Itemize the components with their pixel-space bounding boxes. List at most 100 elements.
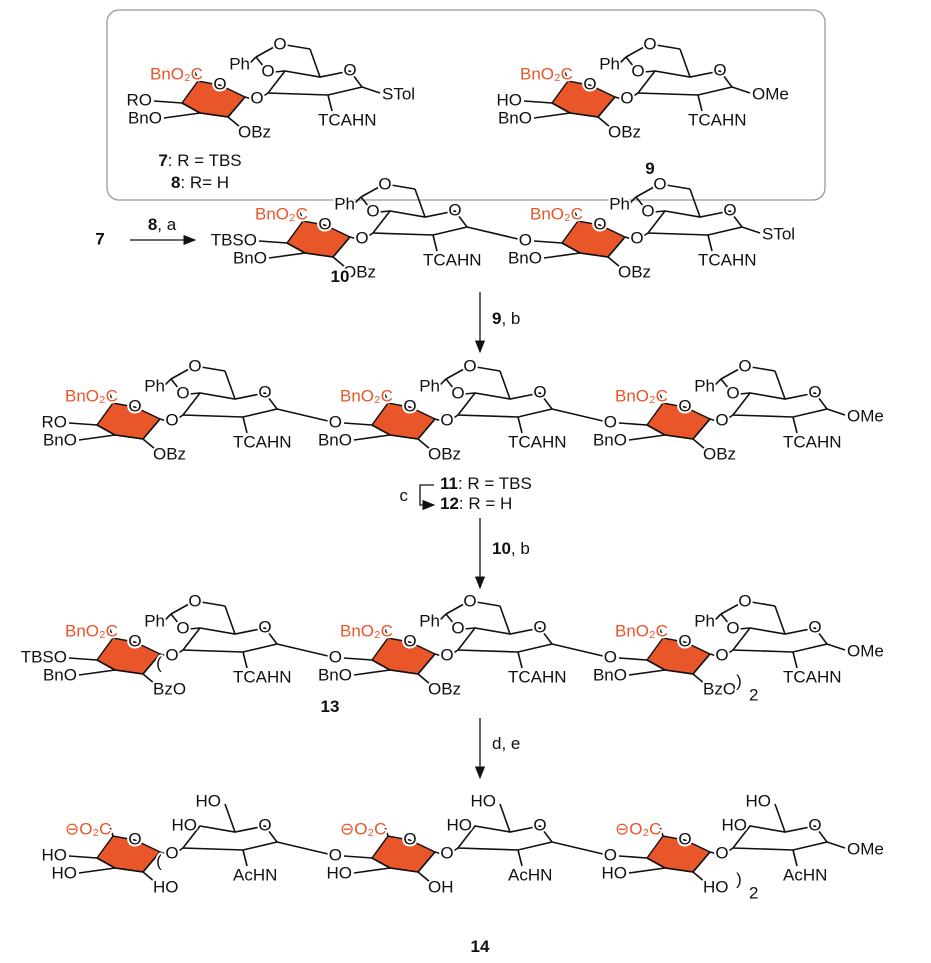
atom-label: O	[258, 382, 271, 401]
bond	[225, 804, 235, 832]
compound-definition: : R = H	[459, 494, 512, 513]
atom-label: O	[593, 214, 606, 233]
atom-label: TCAHN	[233, 432, 292, 451]
bond	[775, 606, 785, 634]
bond	[827, 842, 845, 848]
atom-label: O	[318, 214, 331, 233]
atom-label: TCAHN	[423, 250, 482, 269]
atom-label: TBSO	[211, 230, 257, 249]
atom-label: )	[736, 869, 742, 888]
atom-label: BnO	[593, 665, 627, 684]
atom-label: RO	[42, 412, 68, 431]
atom-label: HO	[196, 791, 222, 810]
reagent-label: d, e	[492, 734, 520, 753]
atom-label: AcHN	[508, 865, 552, 884]
atom-label: O	[176, 618, 189, 637]
atom-label: OMe	[847, 641, 884, 660]
atom-label: O	[440, 645, 453, 664]
bond	[79, 670, 115, 675]
bond	[739, 628, 750, 629]
bond	[552, 842, 603, 854]
bond	[201, 602, 225, 606]
reaction-scheme: 7 BnO₂COPhOOOOROBnOOBzTCAHNSTol7: R = TB…	[0, 0, 931, 963]
atom-label: BnO₂C	[255, 204, 308, 223]
atom-label: STol	[382, 84, 415, 103]
reagent-text: , a	[157, 215, 176, 234]
atom-label: BzO	[703, 679, 736, 698]
bond	[775, 804, 785, 832]
atom-label: TBSO	[21, 647, 67, 666]
atom-label: O	[631, 61, 644, 80]
atom-label: O	[715, 410, 728, 429]
compound-number: 12	[440, 494, 459, 513]
bond	[476, 367, 500, 371]
atom-label: HO	[722, 815, 748, 834]
compound-caption: 10	[331, 267, 350, 286]
bond	[518, 850, 522, 866]
bond	[415, 189, 425, 217]
atom-label: O	[128, 631, 141, 650]
atom-label: O	[448, 200, 461, 219]
bond	[742, 227, 760, 233]
atom-label: Ph	[144, 611, 165, 630]
bond	[827, 644, 845, 650]
atom-label: O	[519, 230, 532, 249]
atom-label: BnO	[318, 430, 352, 449]
atom-label: HO	[497, 90, 523, 109]
bond	[362, 87, 380, 93]
compound-caption: 8: R= H	[171, 173, 229, 192]
bond	[534, 241, 562, 243]
atom-label: BzO	[153, 679, 186, 698]
bond	[225, 371, 235, 399]
bond	[620, 57, 626, 63]
atom-label: O	[738, 591, 751, 610]
bond	[629, 670, 665, 675]
bond	[793, 850, 797, 866]
atom-label: O	[451, 383, 464, 402]
bond	[69, 658, 97, 660]
bond	[277, 842, 328, 854]
bond	[164, 113, 200, 118]
bond	[354, 435, 390, 440]
bond	[775, 371, 785, 399]
atom-label: O	[533, 617, 546, 636]
atom-label: (	[156, 851, 162, 870]
atom-label: BnO₂C	[615, 386, 668, 405]
atom-label: HO	[447, 815, 473, 834]
bond	[446, 604, 464, 614]
bond	[739, 393, 750, 394]
bond	[391, 185, 415, 189]
reagent-text: d, e	[492, 734, 520, 753]
atom-label: AcHN	[783, 865, 827, 884]
atom-label: O	[641, 201, 654, 220]
atom-label: TCAHN	[698, 250, 757, 269]
bond	[629, 435, 665, 440]
atom-label: OMe	[752, 84, 789, 103]
bond	[154, 101, 182, 103]
atom-label: HO	[153, 877, 179, 896]
bond	[500, 371, 510, 399]
atom-label: ⊖O₂C	[340, 819, 386, 838]
atom-label: TCAHN	[318, 110, 377, 129]
bond	[79, 435, 115, 440]
compound-number: 8	[171, 173, 180, 192]
reagent-text: c	[400, 486, 409, 505]
bond	[256, 47, 274, 57]
bond	[310, 49, 320, 77]
atom-label: STol	[762, 224, 795, 243]
bond	[666, 185, 690, 189]
bond	[274, 71, 285, 72]
bond	[619, 658, 647, 660]
atom-label: Ph	[419, 376, 440, 395]
atom-label: O	[440, 843, 453, 862]
atom-label: O	[808, 382, 821, 401]
atom-label: HO	[746, 791, 772, 810]
atom-label: O	[463, 356, 476, 375]
atom-label: O	[128, 396, 141, 415]
atom-label: HO	[42, 845, 68, 864]
bond	[619, 423, 647, 425]
atom-label: BnO	[233, 248, 267, 267]
atom-label: BnO₂C	[530, 204, 583, 223]
atom-label: O	[273, 34, 286, 53]
bond	[793, 417, 797, 433]
